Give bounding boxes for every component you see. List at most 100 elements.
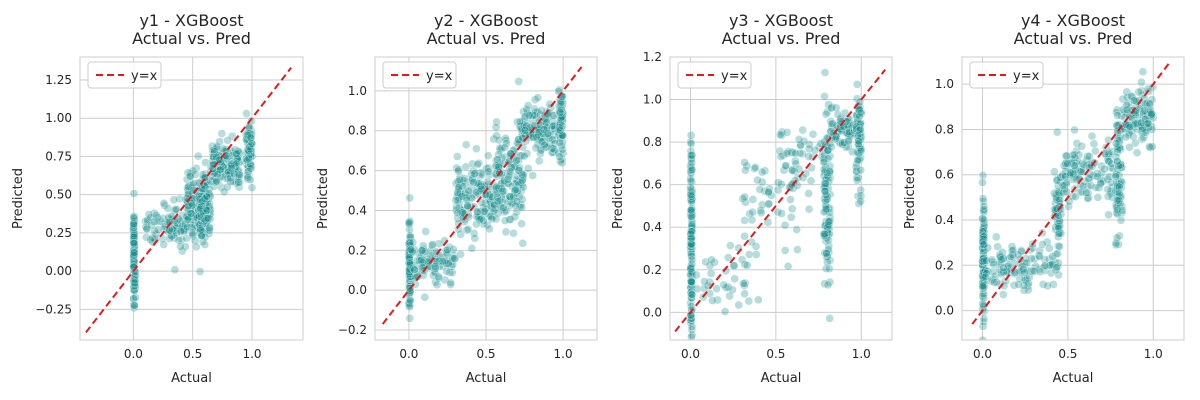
data-point — [534, 128, 544, 137]
data-point — [404, 299, 414, 308]
data-point — [1024, 278, 1033, 288]
data-point — [202, 205, 212, 215]
data-point — [219, 187, 229, 197]
data-point — [183, 189, 193, 199]
data-point — [425, 256, 434, 266]
data-point — [1111, 238, 1121, 248]
data-point — [195, 204, 205, 214]
data-point — [686, 206, 696, 215]
data-point — [129, 232, 139, 242]
data-point — [747, 215, 757, 225]
x-axis-label: Actual — [466, 371, 507, 386]
data-point — [416, 256, 426, 265]
data-point — [686, 176, 696, 186]
data-point — [500, 216, 510, 225]
data-point — [721, 283, 731, 292]
data-point — [751, 163, 760, 172]
data-point — [405, 314, 415, 323]
data-point — [205, 223, 214, 233]
data-point — [804, 189, 813, 198]
data-point — [687, 277, 696, 286]
data-point — [852, 159, 861, 169]
data-point — [764, 187, 773, 197]
data-point — [824, 264, 834, 273]
data-point — [1042, 237, 1052, 247]
data-point — [1002, 266, 1012, 276]
data-point — [730, 274, 739, 283]
data-point — [1118, 206, 1127, 215]
data-point — [152, 210, 161, 220]
data-point — [178, 246, 187, 256]
data-point — [687, 255, 697, 265]
data-point — [505, 215, 514, 224]
data-point — [1139, 133, 1149, 142]
data-point — [823, 145, 833, 155]
data-point — [978, 335, 987, 340]
data-point — [686, 242, 695, 251]
data-point — [1083, 194, 1092, 203]
data-point — [199, 214, 209, 223]
data-point — [153, 225, 163, 234]
scatter-points — [404, 77, 568, 323]
data-point — [782, 149, 792, 158]
data-point — [1035, 246, 1045, 256]
data-point — [470, 169, 479, 179]
data-point — [200, 181, 209, 191]
data-point — [195, 212, 204, 221]
data-point — [687, 249, 696, 258]
data-point — [170, 265, 180, 274]
data-point — [432, 280, 442, 290]
data-point — [555, 152, 564, 161]
data-point — [734, 300, 743, 310]
data-point — [197, 231, 206, 241]
x-tick-label: 0.0 — [973, 347, 992, 361]
data-point — [129, 220, 138, 230]
x-tick-label: 0.0 — [399, 347, 418, 361]
data-point — [1030, 254, 1039, 264]
data-point — [686, 183, 695, 192]
data-point — [979, 202, 989, 211]
data-point — [229, 169, 239, 179]
data-point — [473, 160, 482, 169]
reference-line — [85, 67, 292, 333]
data-point — [1100, 164, 1109, 174]
data-point — [777, 180, 786, 189]
data-point — [804, 204, 814, 214]
data-point — [494, 162, 503, 172]
data-point — [1043, 281, 1052, 291]
data-point — [192, 242, 201, 252]
data-point — [856, 165, 865, 175]
data-point — [457, 192, 467, 201]
data-point — [1114, 182, 1124, 192]
data-point — [211, 177, 221, 187]
data-point — [1048, 252, 1057, 261]
data-point — [501, 227, 511, 237]
data-point — [1121, 132, 1131, 142]
data-point — [748, 195, 758, 204]
data-point — [558, 121, 567, 131]
data-point — [820, 182, 830, 191]
data-point — [752, 250, 761, 259]
data-point — [777, 131, 786, 140]
data-point — [129, 303, 139, 313]
data-point — [820, 186, 830, 196]
data-point — [406, 296, 415, 305]
data-point — [223, 136, 232, 145]
data-point — [687, 290, 697, 299]
chart-title: y1 - XGBoost — [139, 11, 243, 30]
data-point — [692, 270, 701, 280]
data-point — [1081, 188, 1091, 198]
data-point — [997, 255, 1006, 264]
data-point — [740, 260, 750, 269]
data-point — [1125, 143, 1134, 152]
data-point — [686, 264, 695, 274]
data-point — [524, 164, 533, 173]
data-point — [1052, 127, 1062, 137]
data-point — [449, 245, 458, 254]
data-point — [1052, 263, 1061, 272]
chart-title: y4 - XGBoost — [1021, 11, 1125, 30]
data-point — [555, 138, 564, 147]
data-point — [411, 280, 420, 289]
data-point — [493, 197, 503, 206]
data-point — [739, 279, 748, 288]
